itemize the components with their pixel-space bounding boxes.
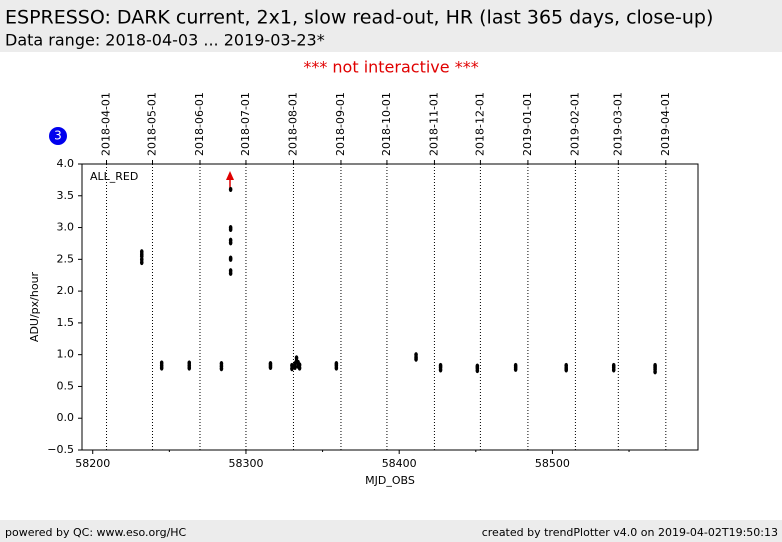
- y-tick-label: 0.0: [57, 411, 75, 424]
- data-point: [290, 362, 294, 369]
- data-point: [228, 255, 233, 261]
- top-tick-label: 2018-11-01: [427, 92, 440, 156]
- data-point: [219, 360, 224, 367]
- footer-band: [0, 520, 782, 542]
- data-point: [334, 360, 339, 367]
- arrow-head: [226, 171, 234, 180]
- data-point: [268, 360, 273, 367]
- data-point: [611, 362, 616, 369]
- badge: 3: [54, 129, 62, 143]
- top-tick-label: 2018-04-01: [100, 92, 113, 156]
- x-tick-label: 58200: [75, 457, 110, 470]
- top-tick-label: 2019-01-01: [521, 92, 534, 156]
- data-point: [475, 363, 480, 369]
- plot-frame: [81, 163, 699, 451]
- data-point: [228, 224, 233, 231]
- badge-circle: [49, 127, 67, 145]
- top-tick-label: 2018-05-01: [145, 92, 158, 156]
- data-point: [414, 352, 418, 358]
- title: ESPRESSO: DARK current, 2x1, slow read-o…: [5, 7, 713, 29]
- header-band: [0, 0, 782, 52]
- top-tick-label: 2018-06-01: [193, 92, 206, 156]
- top-tick-label: 2018-10-01: [380, 92, 393, 156]
- footer-left: powered by QC: www.eso.org/HC: [5, 526, 187, 539]
- top-tick-label: 2018-07-01: [239, 92, 252, 156]
- y-tick-label: 3.0: [57, 221, 75, 234]
- data-point: [297, 362, 302, 368]
- notice: *** not interactive ***: [303, 58, 478, 77]
- data-point: [293, 364, 297, 370]
- y-tick-label: 3.5: [57, 189, 75, 202]
- data-point: [228, 268, 233, 274]
- data-point: [513, 362, 518, 369]
- y-tick-label: 0.5: [57, 379, 75, 392]
- y-tick-label: −0.5: [47, 443, 74, 456]
- data-point: [228, 186, 233, 193]
- x-tick-label: 58500: [535, 457, 570, 470]
- y-tick-label: 2.5: [57, 252, 75, 265]
- y-tick-label: 1.0: [57, 348, 75, 361]
- y-tick-label: 4.0: [57, 157, 75, 170]
- subtitle: Data range: 2018-04-03 ... 2019-03-23*: [5, 31, 325, 50]
- footer-right: created by trendPlotter v4.0 on 2019-04-…: [482, 526, 778, 539]
- top-tick-label: 2018-08-01: [286, 92, 299, 156]
- data-point: [187, 360, 192, 366]
- top-tick-label: 2019-03-01: [611, 92, 624, 156]
- y-tick-label: 2.0: [57, 284, 75, 297]
- data-point: [564, 362, 569, 369]
- top-tick-label: 2018-09-01: [334, 92, 347, 156]
- y-tick-label: 1.5: [57, 316, 75, 329]
- data-point: [139, 249, 144, 255]
- series-label: ALL_RED: [90, 170, 138, 183]
- x-tick-label: 58400: [382, 457, 417, 470]
- data-point: [653, 362, 657, 369]
- top-tick-label: 2018-12-01: [473, 92, 486, 156]
- data-point: [159, 360, 164, 366]
- data-point: [228, 237, 233, 243]
- data-point: [294, 355, 299, 361]
- top-tick-label: 2019-02-01: [568, 92, 581, 156]
- y-axis-label: ADU/px/hour: [28, 271, 41, 342]
- x-tick-label: 58300: [228, 457, 263, 470]
- x-axis-label: MJD_OBS: [365, 474, 415, 487]
- top-tick-label: 2019-04-01: [659, 92, 672, 156]
- data-point: [438, 362, 443, 369]
